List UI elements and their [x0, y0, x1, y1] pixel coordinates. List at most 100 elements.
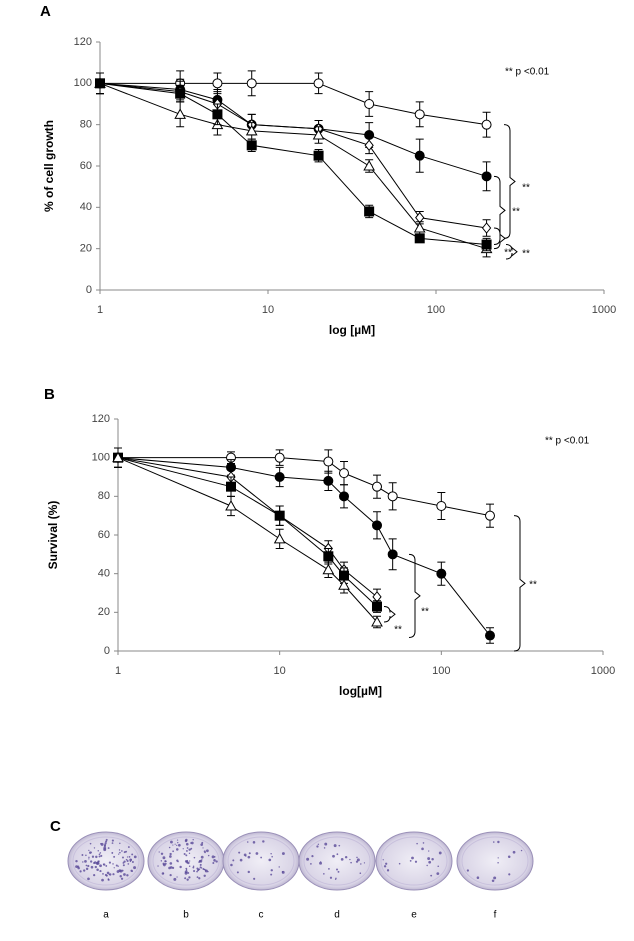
y-tick-label: 100 [74, 77, 92, 89]
colony [476, 876, 480, 879]
colony [100, 854, 103, 857]
x-axis-label: log[µM] [339, 684, 382, 698]
colony [203, 850, 206, 853]
x-tick-label: 1000 [591, 665, 615, 677]
colony [118, 849, 121, 851]
colony [162, 856, 166, 860]
annotation: ** [512, 207, 520, 218]
marker [246, 78, 257, 89]
colony [230, 863, 233, 867]
series-line [117, 457, 491, 636]
colony [100, 842, 104, 846]
colony [169, 862, 173, 865]
colony [94, 865, 98, 869]
colony [211, 855, 215, 859]
colony [198, 877, 201, 880]
marker [212, 109, 223, 120]
colony [185, 838, 188, 842]
colony [121, 856, 124, 859]
colony [427, 857, 431, 860]
colony [356, 858, 360, 862]
colony [319, 861, 322, 865]
colony [83, 869, 86, 872]
colony [125, 858, 128, 861]
colony [111, 842, 114, 844]
y-tick-label: 100 [92, 452, 110, 464]
colony [119, 842, 121, 845]
colony [337, 870, 340, 873]
colony [164, 862, 167, 865]
dish-label: e [411, 910, 417, 921]
colony [90, 865, 94, 869]
marker [245, 124, 258, 136]
colony [192, 838, 194, 841]
colony [207, 870, 209, 873]
series-line [118, 457, 491, 517]
colony [245, 855, 247, 857]
colony [238, 851, 241, 854]
colony [162, 862, 165, 866]
marker [225, 499, 237, 511]
colony [160, 860, 163, 862]
colony [131, 861, 134, 864]
colony [125, 850, 128, 853]
colony [334, 878, 337, 880]
marker [322, 563, 335, 575]
bracket [408, 553, 421, 638]
colony [127, 846, 130, 848]
dish-label: a [103, 910, 109, 921]
panel-label: C [50, 818, 61, 835]
colony [127, 863, 130, 865]
colony [176, 839, 179, 841]
colony [126, 860, 129, 863]
colony [111, 851, 114, 854]
colony [77, 866, 80, 870]
colony [409, 859, 412, 862]
colony [197, 868, 200, 871]
x-tick-label: 1000 [592, 304, 616, 316]
annotation: ** [522, 183, 530, 194]
colony [232, 859, 235, 862]
colony [171, 866, 175, 869]
colony [306, 857, 310, 861]
series-line [117, 457, 378, 607]
marker [364, 99, 375, 109]
colony [99, 870, 102, 873]
colony [185, 854, 188, 857]
dish-label: d [334, 910, 340, 921]
colony [193, 856, 196, 859]
marker [323, 551, 334, 562]
colony [344, 855, 348, 859]
x-tick-label: 10 [274, 665, 286, 677]
colony [182, 848, 184, 850]
colony [88, 849, 90, 852]
marker [364, 206, 375, 217]
dish-rim [380, 836, 448, 886]
colony [187, 872, 190, 874]
colony [192, 866, 195, 869]
colony [207, 854, 210, 857]
dish-rim [72, 836, 140, 886]
marker [274, 472, 285, 482]
colony [128, 856, 131, 858]
colony [190, 841, 194, 845]
colony [386, 869, 390, 872]
colony [85, 864, 88, 867]
colony [122, 864, 125, 867]
colony [91, 855, 95, 858]
colony [90, 851, 92, 853]
colony [255, 852, 259, 855]
colony [87, 864, 90, 868]
series-line [99, 82, 487, 229]
colony [103, 846, 107, 850]
colony [333, 844, 337, 848]
dish-rim [227, 836, 295, 886]
colony [512, 850, 516, 854]
marker [175, 88, 186, 99]
colony [176, 844, 178, 846]
colony [120, 877, 124, 880]
marker [484, 630, 495, 641]
y-tick-label: 40 [80, 201, 92, 213]
colony [422, 842, 425, 844]
